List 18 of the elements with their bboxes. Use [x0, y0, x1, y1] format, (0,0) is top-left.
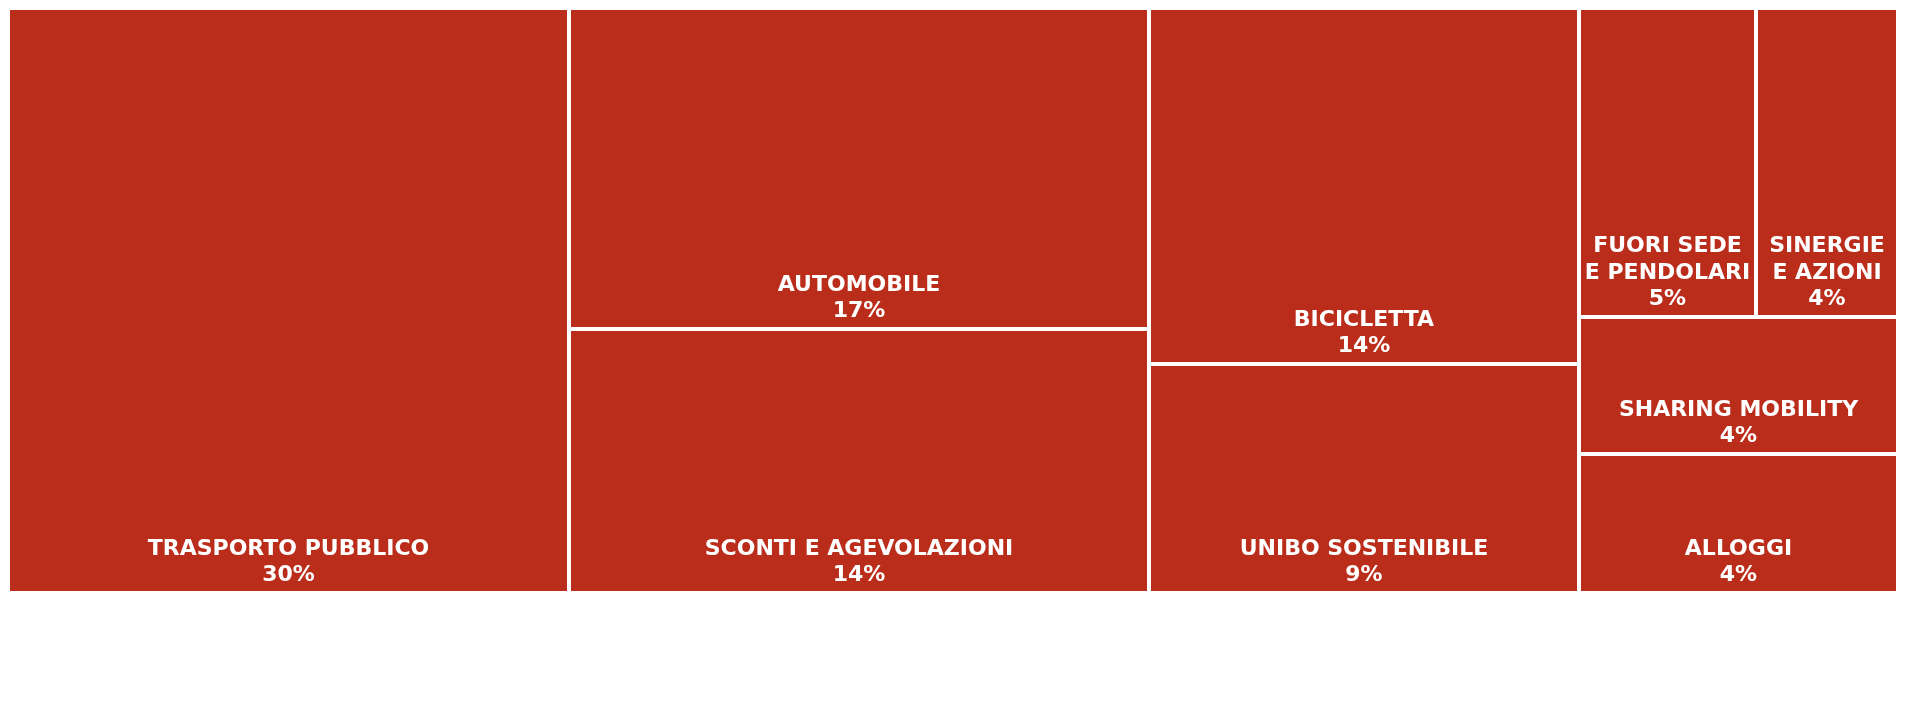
data-label: 30%: [262, 561, 315, 586]
data-label: 5%: [1648, 285, 1687, 310]
category-label: SINERGIE E AZIONI: [1769, 232, 1885, 284]
data-label: 17%: [832, 297, 886, 322]
data-label: 14%: [1337, 332, 1391, 357]
data-label: 9%: [1345, 561, 1383, 586]
category-label: TRASPORTO PUBBLICO: [147, 534, 430, 560]
category-label: SCONTI E AGEVOLAZIONI: [704, 534, 1014, 560]
category-label: FUORI SEDE E PENDOLARI: [1584, 232, 1751, 284]
data-label: 4%: [1719, 561, 1758, 586]
category-label: BICICLETTA: [1293, 305, 1435, 331]
category-label: ALLOGGI: [1684, 534, 1793, 560]
category-label: SHARING MOBILITY: [1618, 395, 1860, 421]
data-label: 4%: [1719, 422, 1758, 447]
data-label: 4%: [1808, 285, 1846, 310]
data-label: 14%: [832, 561, 886, 586]
category-label: UNIBO SOSTENIBILE: [1239, 534, 1489, 560]
category-label: AUTOMOBILE: [777, 270, 941, 296]
